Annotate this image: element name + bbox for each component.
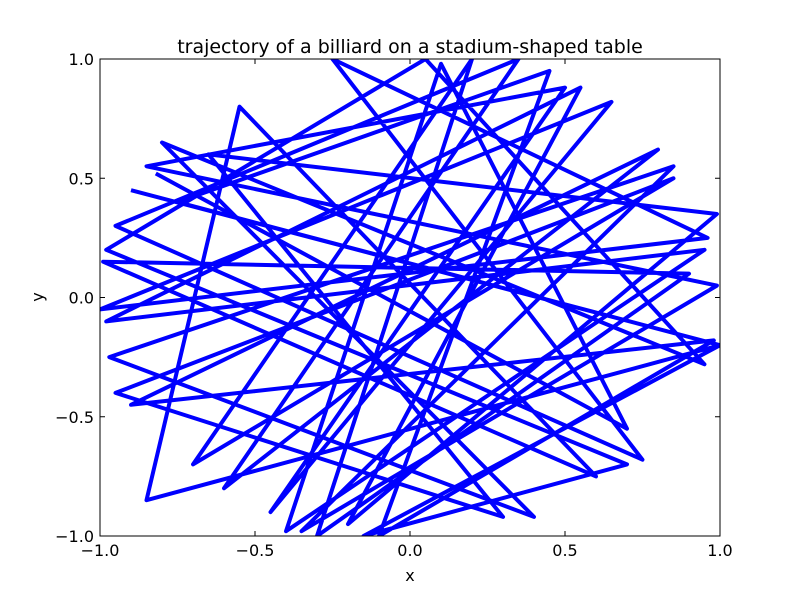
- y-tick-label: 0.5: [69, 169, 94, 188]
- x-axis: −1.0 −0.5 0.0 0.5 1.0: [81, 59, 733, 560]
- y-tick-label: 0.0: [69, 289, 94, 308]
- x-tick-label: −1.0: [81, 541, 120, 560]
- y-tick-label: 1.0: [69, 50, 94, 69]
- plot-area: [100, 59, 720, 536]
- x-tick-label: 0.0: [397, 541, 422, 560]
- y-axis-label: y: [28, 292, 47, 301]
- chart-title: trajectory of a billiard on a stadium-sh…: [177, 36, 643, 58]
- trajectory-series-line: [100, 59, 720, 536]
- y-tick-label: −1.0: [55, 527, 94, 546]
- x-tick-label: −0.5: [236, 541, 275, 560]
- y-axis: −1.0 −0.5 0.0 0.5 1.0: [55, 50, 720, 546]
- x-tick-label: 1.0: [707, 541, 732, 560]
- x-tick-label: 0.5: [552, 541, 577, 560]
- y-tick-label: −0.5: [55, 408, 94, 427]
- x-axis-label: x: [405, 566, 414, 585]
